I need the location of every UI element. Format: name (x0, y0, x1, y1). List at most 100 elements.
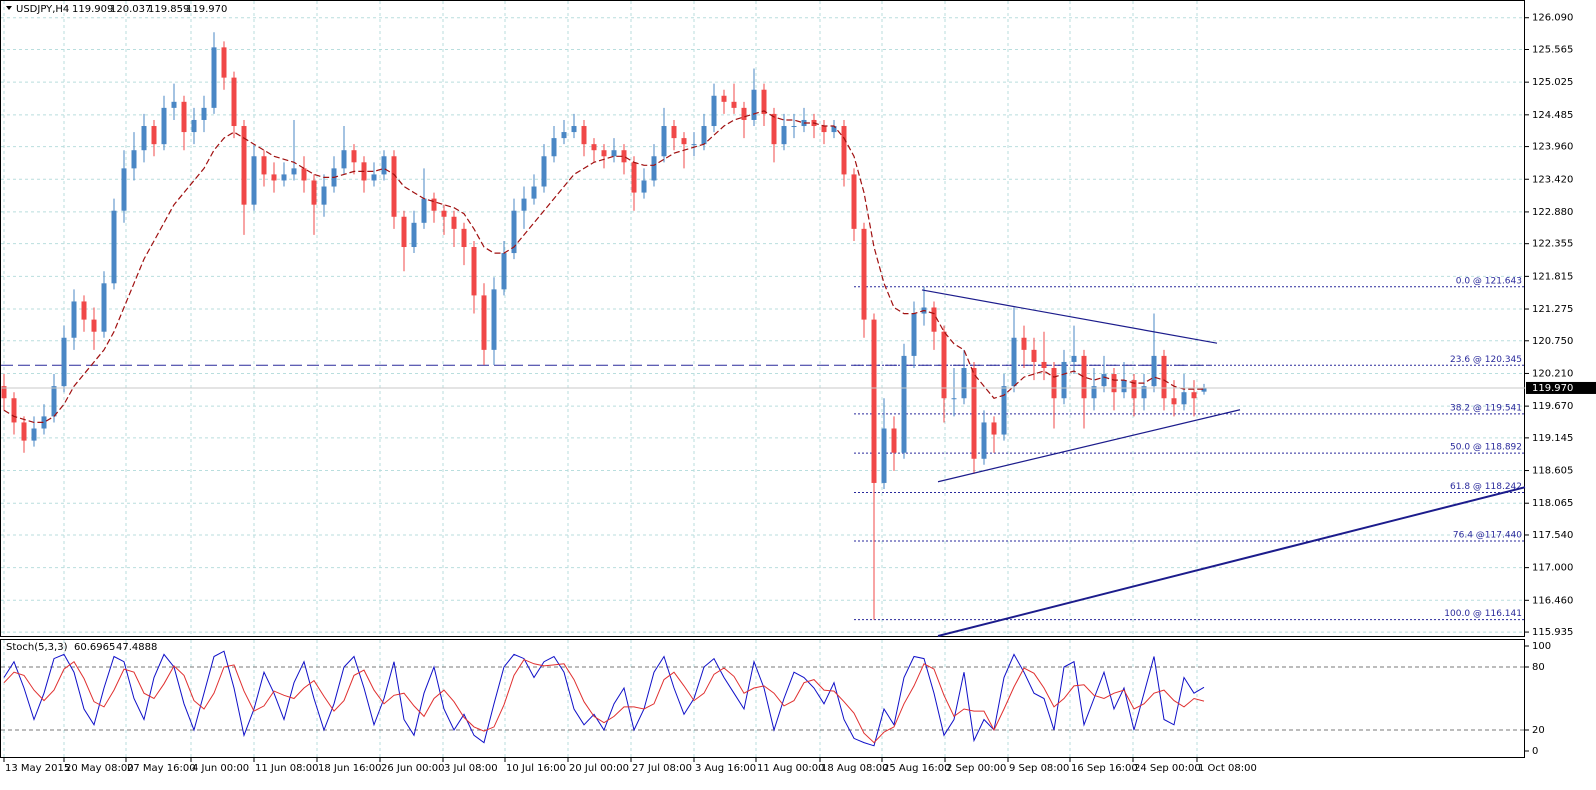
y-tick-label: 126.090 (1532, 13, 1573, 24)
stoch-signal-value: 47.4888 (116, 642, 157, 653)
candle-body (991, 422, 997, 435)
y-tick-label: 118.065 (1532, 498, 1573, 509)
candle-body (511, 210, 517, 254)
candle-body (621, 150, 627, 163)
candle-body (51, 386, 57, 417)
y-tick-label: 119.145 (1532, 433, 1573, 444)
candle-body (291, 168, 297, 175)
candle-body (881, 428, 887, 483)
candle-body (561, 132, 567, 139)
fib-label: 0.0 @ 121.643 (1456, 276, 1522, 286)
candle-body (1111, 374, 1117, 393)
stoch-tick-label: 0 (1532, 746, 1538, 757)
stoch-tick-label: 100 (1532, 641, 1551, 652)
candle-body (1001, 386, 1007, 435)
candle-body (661, 126, 667, 157)
candle-body (951, 398, 957, 400)
candle-body (1051, 368, 1057, 399)
candle-body (281, 174, 287, 181)
candle-body (761, 89, 767, 114)
candle-body (681, 138, 687, 145)
candle-body (971, 368, 977, 459)
stoch-tick-label: 20 (1532, 725, 1545, 736)
candle-body (401, 216, 407, 248)
candle-body (111, 210, 117, 284)
candle-body (531, 186, 537, 199)
price-tag-label: 119.970 (1532, 383, 1573, 394)
candle-body (541, 156, 547, 187)
candle-body (521, 198, 527, 211)
candle-body (91, 319, 97, 332)
fib-label: 100.0 @ 116.141 (1444, 609, 1522, 619)
candle-body (371, 174, 377, 181)
x-tick-label: 10 Jul 16:00 (506, 763, 566, 774)
candle-body (731, 101, 737, 108)
candle-body (671, 126, 677, 139)
candle-body (901, 355, 907, 453)
candle-body (341, 150, 347, 169)
candle-body (781, 126, 787, 145)
candle-body (601, 150, 607, 157)
candle-body (701, 126, 707, 145)
candle-body (1201, 387, 1207, 392)
candle-body (591, 144, 597, 151)
x-tick-label: 11 Jun 08:00 (255, 763, 319, 774)
candle-body (941, 331, 947, 399)
x-tick-label: 4 Jun 00:00 (192, 763, 249, 774)
candle-body (691, 144, 697, 146)
candle-body (891, 428, 897, 453)
candle-body (101, 283, 107, 332)
candle-body (771, 113, 777, 145)
fib-label: 50.0 @ 118.892 (1450, 443, 1522, 453)
x-tick-label: 18 Aug 08:00 (821, 763, 888, 774)
candle-body (191, 119, 197, 133)
y-tick-label: 124.485 (1532, 110, 1573, 121)
y-tick-label: 120.750 (1532, 336, 1573, 347)
candle-body (821, 126, 827, 133)
x-tick-label: 27 May 16:00 (127, 763, 196, 774)
y-tick-label: 118.605 (1532, 466, 1573, 477)
candle-body (411, 222, 417, 248)
chart-title: USDJPY,H4 (16, 4, 69, 15)
candle-body (571, 126, 577, 133)
y-tick-label: 117.540 (1532, 530, 1573, 541)
x-tick-label: 20 May 08:00 (65, 763, 134, 774)
candle-body (741, 107, 747, 120)
x-tick-label: 26 Jun 00:00 (381, 763, 445, 774)
fib-label: 61.8 @ 118.242 (1450, 482, 1522, 492)
candle-body (431, 198, 437, 211)
candle-body (241, 126, 247, 205)
x-tick-label: 3 Jul 08:00 (444, 763, 498, 774)
candle-body (251, 156, 257, 205)
trendline (937, 486, 1526, 637)
stoch-line (3, 650, 1205, 747)
candle-body (161, 107, 167, 145)
candle-body (321, 186, 327, 205)
candle-body (961, 368, 967, 399)
candle-body (1181, 392, 1187, 405)
candle-body (1141, 386, 1147, 399)
candle-body (931, 307, 937, 332)
moving-average (3, 110, 1204, 423)
candle-body (141, 126, 147, 151)
candle-body (381, 156, 387, 175)
candle-body (1011, 337, 1017, 387)
candle-body (151, 126, 157, 145)
y-tick-label: 122.355 (1532, 239, 1573, 250)
candle-body (31, 428, 37, 441)
ohlc-high: 120.037 (110, 4, 151, 15)
price-tag (1526, 381, 1596, 394)
candle-body (461, 228, 467, 248)
candle-body (1031, 349, 1037, 362)
x-tick-label: 2 Sep 00:00 (946, 763, 1006, 774)
candle-body (871, 319, 877, 483)
x-tick-label: 16 Sep 16:00 (1071, 763, 1138, 774)
candle-body (171, 101, 177, 108)
y-tick-label: 123.960 (1532, 142, 1573, 153)
trendline (937, 409, 1241, 483)
candle-body (491, 289, 497, 350)
candle-body (911, 313, 917, 356)
candle-body (221, 47, 227, 78)
candle-body (21, 422, 27, 441)
candle-body (481, 295, 487, 350)
